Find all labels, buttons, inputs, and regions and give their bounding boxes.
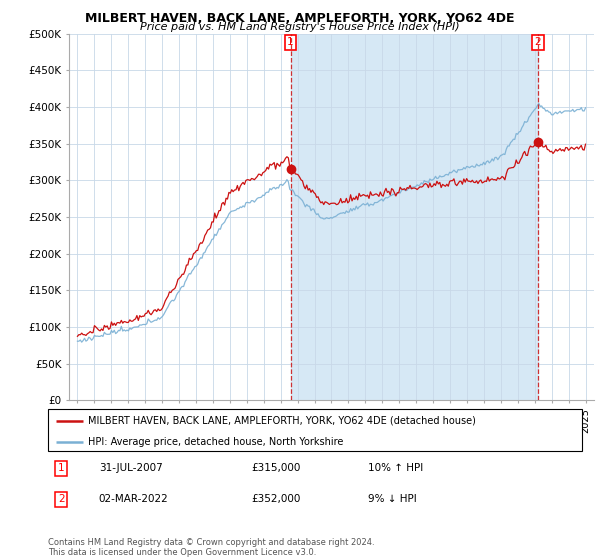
Text: 31-JUL-2007: 31-JUL-2007: [99, 463, 163, 473]
Text: HPI: Average price, detached house, North Yorkshire: HPI: Average price, detached house, Nort…: [88, 437, 343, 446]
Text: £315,000: £315,000: [251, 463, 300, 473]
Bar: [290, 34, 538, 400]
Text: 2: 2: [58, 494, 65, 505]
Text: Contains HM Land Registry data © Crown copyright and database right 2024.
This d: Contains HM Land Registry data © Crown c…: [48, 538, 374, 557]
Text: MILBERT HAVEN, BACK LANE, AMPLEFORTH, YORK, YO62 4DE: MILBERT HAVEN, BACK LANE, AMPLEFORTH, YO…: [85, 12, 515, 25]
Text: 02-MAR-2022: 02-MAR-2022: [99, 494, 169, 505]
Text: 1: 1: [287, 38, 294, 48]
Text: £352,000: £352,000: [251, 494, 300, 505]
Text: 9% ↓ HPI: 9% ↓ HPI: [368, 494, 417, 505]
Text: 1: 1: [58, 463, 65, 473]
Text: MILBERT HAVEN, BACK LANE, AMPLEFORTH, YORK, YO62 4DE (detached house): MILBERT HAVEN, BACK LANE, AMPLEFORTH, YO…: [88, 416, 476, 426]
Text: 10% ↑ HPI: 10% ↑ HPI: [368, 463, 424, 473]
Text: Price paid vs. HM Land Registry's House Price Index (HPI): Price paid vs. HM Land Registry's House …: [140, 22, 460, 32]
FancyBboxPatch shape: [48, 409, 582, 451]
Text: 2: 2: [534, 38, 541, 48]
